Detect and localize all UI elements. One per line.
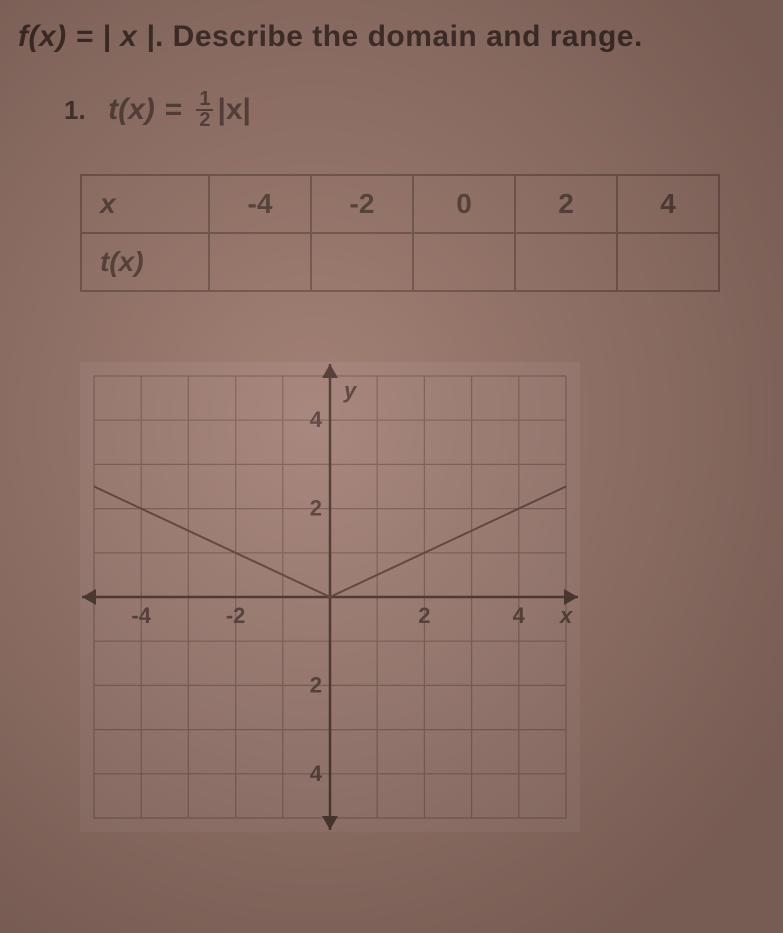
svg-text:4: 4 xyxy=(310,407,323,432)
x-label-cell: x xyxy=(81,175,209,233)
table-row: t(x) xyxy=(81,233,719,291)
graph: -4-2242424yx xyxy=(80,362,765,832)
eqn-equals: = xyxy=(165,93,183,127)
t-cell xyxy=(617,233,719,291)
svg-text:x: x xyxy=(559,603,573,628)
x-cell: 4 xyxy=(617,175,719,233)
x-cell: 2 xyxy=(515,175,617,233)
eqn-fraction: 1 2 xyxy=(196,90,213,130)
eqn-abs: |x| xyxy=(217,93,250,127)
table-row: x -4 -2 0 2 4 xyxy=(81,175,719,233)
chart-svg: -4-2242424yx xyxy=(80,362,580,832)
svg-text:2: 2 xyxy=(418,603,430,628)
t-label-cell: t(x) xyxy=(81,233,209,291)
svg-text:4: 4 xyxy=(513,603,526,628)
t-cell xyxy=(413,233,515,291)
svg-text:2: 2 xyxy=(310,672,322,697)
svg-text:4: 4 xyxy=(310,761,323,786)
problem-equation: t(x) = 1 2 |x| xyxy=(108,90,251,130)
frac-numerator: 1 xyxy=(199,90,210,109)
t-cell xyxy=(515,233,617,291)
x-cell: 0 xyxy=(413,175,515,233)
problem-1: 1. t(x) = 1 2 |x| xyxy=(64,90,765,130)
svg-text:y: y xyxy=(343,378,358,403)
x-cell: -2 xyxy=(311,175,413,233)
svg-text:-4: -4 xyxy=(131,603,151,628)
header-text: f(x) = | x |. Describe the domain and ra… xyxy=(18,20,765,54)
eqn-lhs: t(x) xyxy=(108,93,155,127)
value-table: x -4 -2 0 2 4 t(x) xyxy=(80,174,720,292)
svg-text:2: 2 xyxy=(310,496,322,521)
t-cell xyxy=(209,233,311,291)
x-cell: -4 xyxy=(209,175,311,233)
t-cell xyxy=(311,233,413,291)
problem-number: 1. xyxy=(64,95,86,126)
frac-denominator: 2 xyxy=(196,109,213,130)
header-rest: . Describe the domain and range. xyxy=(155,20,643,53)
header-fx: f(x) = | x | xyxy=(18,20,155,53)
svg-text:-2: -2 xyxy=(226,603,246,628)
